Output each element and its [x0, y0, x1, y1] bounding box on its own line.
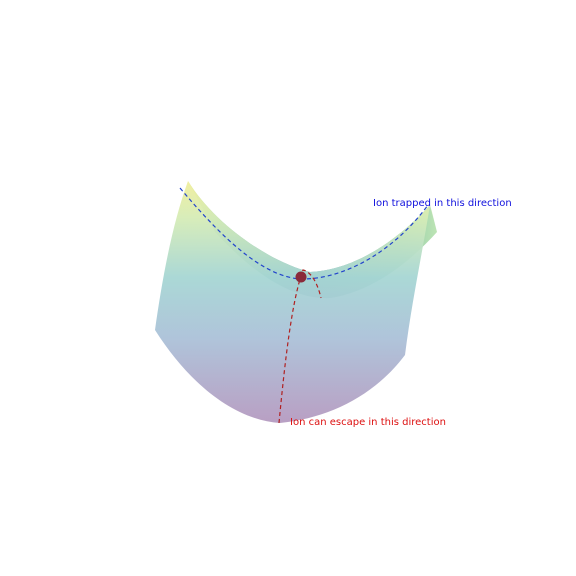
escape-direction-label: Ion can escape in this direction — [290, 417, 446, 428]
trapped-direction-label: Ion trapped in this direction — [373, 198, 512, 209]
surface-front-face — [155, 181, 430, 423]
saddle-point-marker — [295, 271, 307, 283]
surface-right-edge — [430, 205, 437, 232]
trapped-direction-curve — [179, 187, 429, 280]
